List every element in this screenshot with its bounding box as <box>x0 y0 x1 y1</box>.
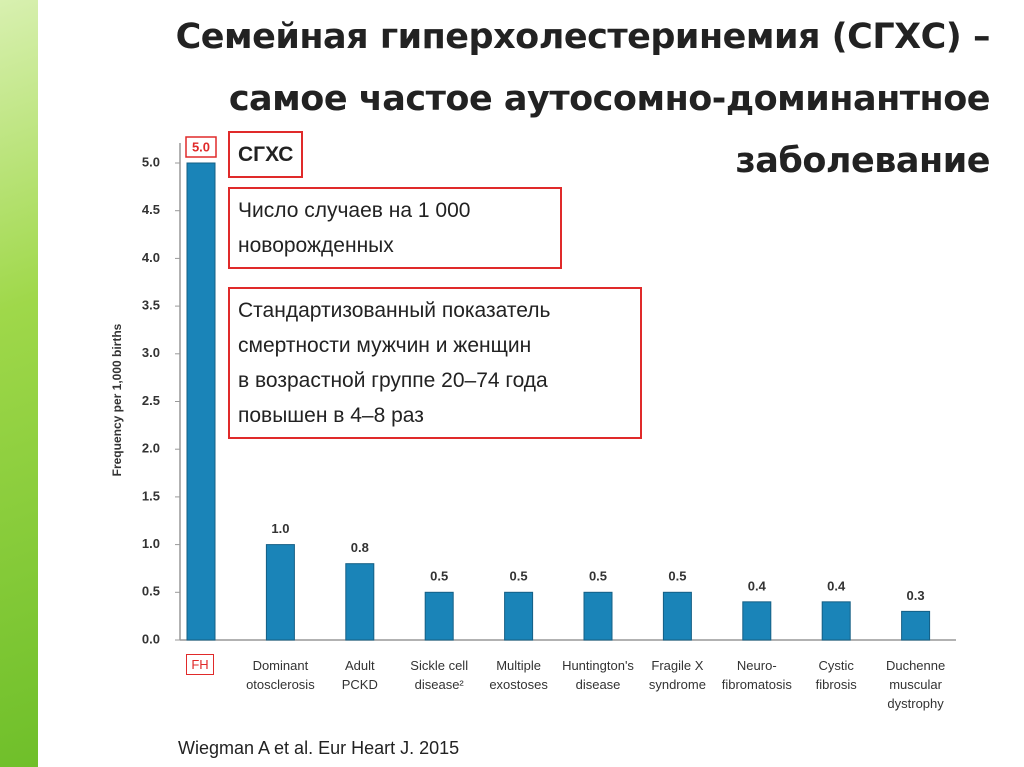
x-tick-label: FH <box>186 654 214 675</box>
x-tick-label: Fragile X syndrome <box>648 658 706 692</box>
x-tick-label: Multiple exostoses <box>489 658 548 692</box>
value-label: 0.5 <box>510 569 528 584</box>
bar <box>424 591 454 641</box>
y-tick-label: 3.5 <box>142 298 160 313</box>
bar <box>265 544 295 641</box>
annotation-box: Число случаев на 1 000 новорожденных <box>228 187 562 269</box>
value-label: 0.8 <box>351 540 369 555</box>
value-label: 5.0 <box>192 139 210 154</box>
value-label: 1.0 <box>271 521 289 536</box>
x-tick-label: Sickle cell disease² <box>410 658 469 692</box>
bar <box>345 563 375 641</box>
bar <box>901 610 931 641</box>
value-label: 0.3 <box>907 588 925 603</box>
decor-strip <box>0 0 38 767</box>
value-label: 0.4 <box>748 578 767 593</box>
y-tick-label: 4.5 <box>142 202 160 217</box>
y-tick-label: 0.0 <box>142 631 160 646</box>
x-tick-label: Neuro- fibromatosis <box>721 658 792 692</box>
y-tick-label: 5.0 <box>142 154 160 169</box>
annotation-box: Стандартизованный показатель смертности … <box>228 287 642 439</box>
bar <box>504 591 534 641</box>
bar <box>583 591 613 641</box>
value-label: 0.5 <box>430 569 448 584</box>
bar <box>186 162 216 641</box>
annotation-box: СГХС <box>228 131 304 178</box>
x-tick-label: Dominant otosclerosis <box>246 658 315 692</box>
y-tick-label: 1.0 <box>142 536 160 551</box>
source: Wiegman A et al. Eur Heart J. 2015 <box>178 738 460 758</box>
x-tick-label: Cystic fibrosis <box>815 658 857 692</box>
highlight-box <box>185 136 217 158</box>
bar <box>821 601 851 641</box>
x-tick-label: Huntington's disease <box>562 658 634 692</box>
y-tick-label: 1.5 <box>142 488 160 503</box>
bar <box>662 591 692 641</box>
x-tick-label: Adult PCKD <box>341 658 378 692</box>
value-label: 0.5 <box>589 569 607 584</box>
x-tick-label: Duchenne muscular dystrophy <box>885 658 946 711</box>
bar <box>742 601 772 641</box>
y-tick-label: 2.5 <box>142 393 160 408</box>
slide-title: Семейная гиперхолестеринемия (СГХС) – са… <box>175 17 991 181</box>
y-axis-label: Frequency per 1,000 births <box>110 323 124 476</box>
y-tick-label: 2.0 <box>142 441 160 456</box>
y-tick-label: 4.0 <box>142 250 160 265</box>
value-label: 0.5 <box>668 569 686 584</box>
y-tick-label: 0.5 <box>142 584 160 599</box>
value-label: 0.4 <box>827 578 846 593</box>
y-tick-label: 3.0 <box>142 345 160 360</box>
